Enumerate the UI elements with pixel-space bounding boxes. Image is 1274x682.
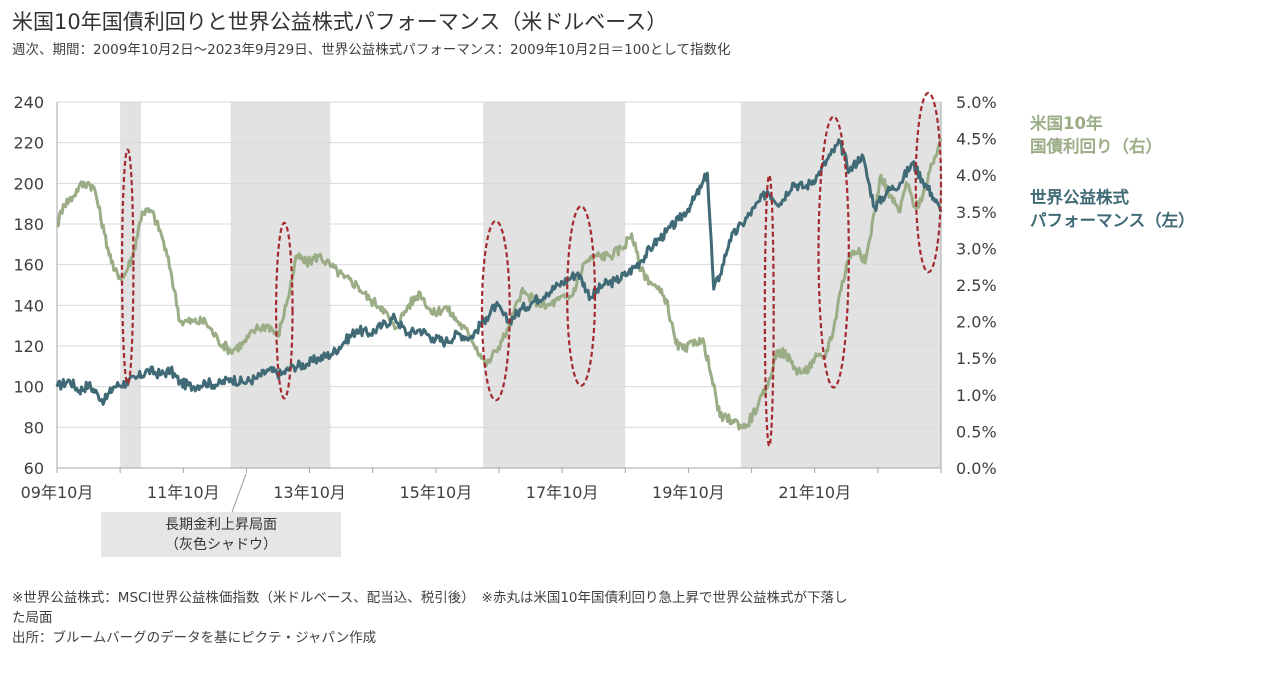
shaded-period [230, 102, 331, 468]
legend-equity-line1: 世界公益株式 [1030, 188, 1129, 207]
y-left-tick-label: 120 [13, 337, 44, 356]
y-right-tick-label: 4.5% [956, 130, 997, 149]
y-right-tick-label: 3.5% [956, 203, 997, 222]
legend-yield: 米国10年 国債利回り（右） [1030, 112, 1162, 158]
footnote-line2: た局面 [12, 610, 53, 626]
y-right-tick-label: 5.0% [956, 93, 997, 112]
y-right-tick-label: 1.5% [956, 349, 997, 368]
y-left-tick-label: 240 [13, 93, 44, 112]
shadow-label-line2: （灰色シャドウ） [165, 537, 277, 553]
shadow-label-line1: 長期金利上昇局面 [165, 517, 277, 533]
highlight-circle [120, 148, 135, 385]
series-lines [55, 138, 943, 431]
footnotes: ※世界公益株式：MSCI世界公益株価指数（米ドルベース、配当込、税引後） ※赤丸… [12, 588, 848, 648]
highlight-circle [566, 205, 597, 387]
x-tick-label: 09年10月 [21, 483, 94, 502]
y-right-tick-label: 2.5% [956, 276, 997, 295]
series-line-yield [56, 138, 943, 431]
x-tick-label: 19年10月 [652, 483, 725, 502]
y-right-tick-label: 1.0% [956, 386, 997, 405]
highlight-circles [120, 91, 943, 448]
shadow-legend-box: 長期金利上昇局面 （灰色シャドウ） [101, 512, 341, 557]
gridlines [57, 101, 941, 428]
x-tick-label: 13年10月 [273, 483, 346, 502]
legend-yield-line2: 国債利回り（右） [1030, 137, 1162, 156]
legend-equity: 世界公益株式 パフォーマンス（左） [1030, 186, 1195, 232]
series-line-equity [55, 138, 943, 406]
y-right-tick-label: 0.5% [956, 422, 997, 441]
y-left-tick-label: 180 [13, 215, 44, 234]
y-left-tick-label: 140 [13, 296, 44, 315]
chart-title: 米国10年国債利回りと世界公益株式パフォーマンス（米ドルベース） [12, 10, 668, 34]
legend-equity-line2: パフォーマンス（左） [1030, 211, 1195, 230]
y-left-tick-label: 220 [13, 134, 44, 153]
shadow-callout-line [231, 473, 247, 513]
highlight-circle [275, 221, 294, 400]
y-left-tick-label: 80 [24, 418, 44, 437]
y-left-tick-label: 100 [13, 378, 44, 397]
x-tick-label: 15年10月 [399, 483, 472, 502]
x-tick-label: 11年10月 [147, 483, 220, 502]
x-tick-label: 21年10月 [778, 483, 851, 502]
y-right-tick-label: 0.0% [956, 459, 997, 478]
legend-yield-line1: 米国10年 [1030, 114, 1103, 133]
y-right-tick-label: 2.0% [956, 313, 997, 332]
highlight-circle [817, 115, 850, 389]
axes: 60 80 100 120 140 160 180 200 220 240 0.0% 0.5% 1.0%… [13, 93, 996, 502]
y-left-tick-label: 200 [13, 174, 44, 193]
y-left-tick-label: 160 [13, 256, 44, 275]
y-left-tick-label: 60 [24, 459, 44, 478]
chart-subtitle: 週次、期間：2009年10月2日～2023年9月29日、世界公益株式パフォーマン… [12, 42, 731, 58]
x-tick-label: 17年10月 [526, 483, 599, 502]
highlight-circle [480, 219, 511, 402]
y-right-tick-label: 3.0% [956, 239, 997, 258]
y-right-tick-label: 4.0% [956, 166, 997, 185]
highlight-circle [914, 91, 943, 274]
footnote-source: 出所：ブルームバーグのデータを基にピクテ・ジャパン作成 [12, 630, 377, 646]
footnote-line1: ※世界公益株式：MSCI世界公益株価指数（米ドルベース、配当込、税引後） ※赤丸… [12, 590, 848, 606]
